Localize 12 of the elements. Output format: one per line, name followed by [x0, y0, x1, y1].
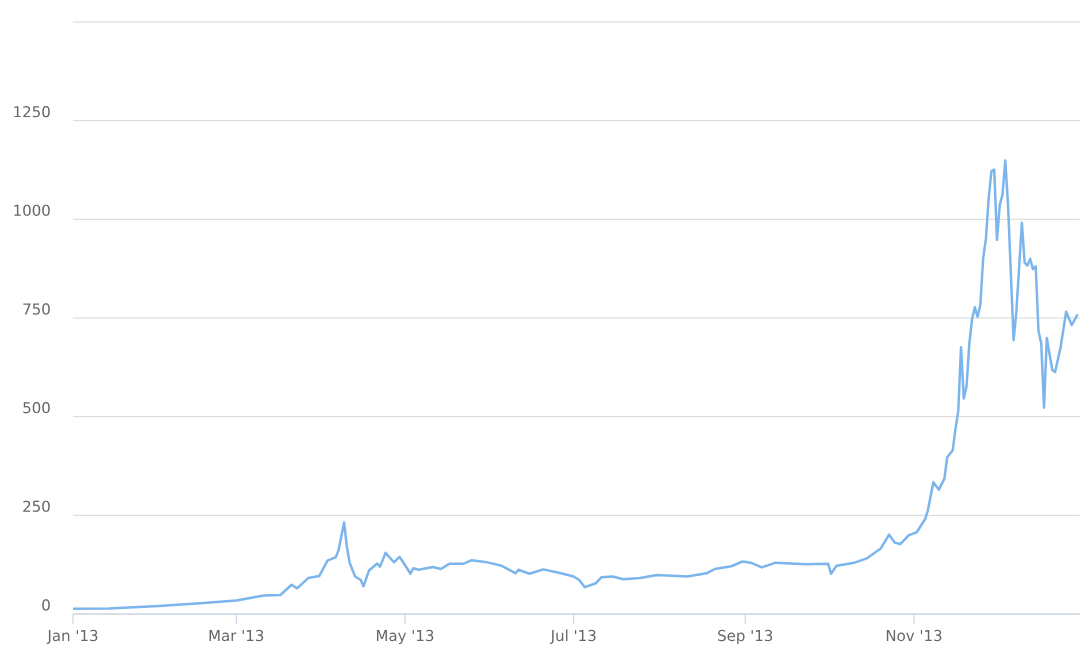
y-tick-label: 750: [23, 303, 50, 315]
x-tick-label: Sep '13: [718, 629, 773, 645]
x-tick-label: May '13: [376, 629, 434, 645]
x-tick-label: Mar '13: [209, 629, 264, 642]
x-tick-label: Jul '13: [549, 629, 596, 644]
y-tick-label: 250: [23, 500, 50, 512]
y-tick-label: 1000: [14, 204, 50, 216]
y-tick-label: 1250: [14, 105, 50, 118]
y-tick-label: 500: [23, 401, 50, 414]
y-tick-label: 0: [42, 599, 50, 611]
x-tick-label: Jan '13: [46, 629, 98, 644]
x-tick-label: Nov '13: [886, 629, 942, 642]
